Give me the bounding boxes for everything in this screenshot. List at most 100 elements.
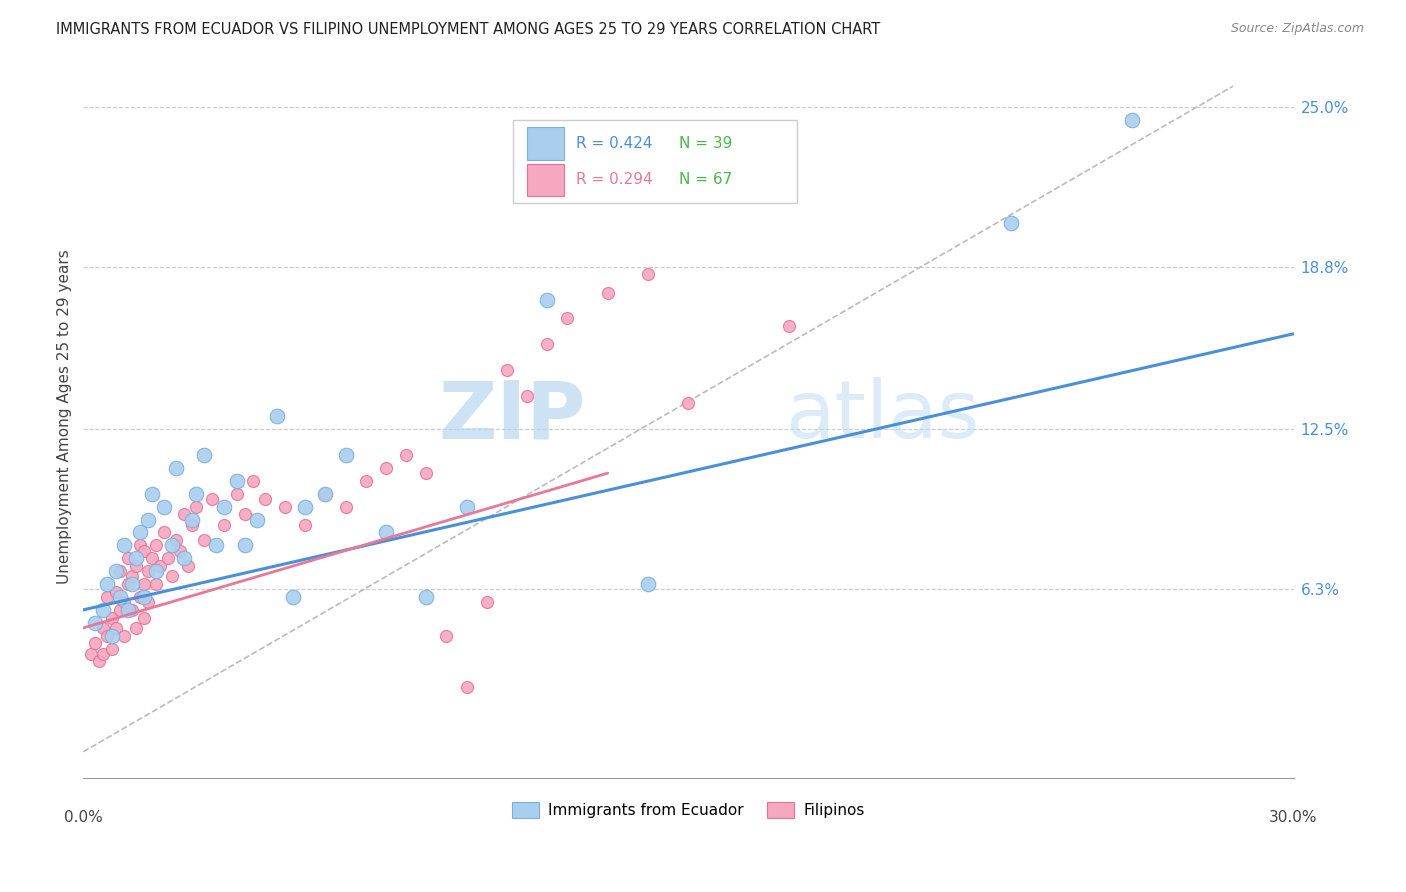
Point bbox=[181, 517, 204, 532]
Point bbox=[132, 590, 155, 604]
Point bbox=[233, 508, 256, 522]
Point bbox=[536, 293, 558, 308]
Point bbox=[121, 603, 143, 617]
Point bbox=[335, 500, 357, 514]
Point bbox=[225, 474, 247, 488]
Point bbox=[536, 337, 558, 351]
Text: 0.0%: 0.0% bbox=[63, 810, 103, 825]
FancyBboxPatch shape bbox=[527, 164, 564, 196]
Text: R = 0.294: R = 0.294 bbox=[576, 172, 652, 187]
Point bbox=[141, 551, 163, 566]
Point bbox=[128, 590, 150, 604]
Text: IMMIGRANTS FROM ECUADOR VS FILIPINO UNEMPLOYMENT AMONG AGES 25 TO 29 YEARS CORRE: IMMIGRANTS FROM ECUADOR VS FILIPINO UNEM… bbox=[56, 22, 880, 37]
Point bbox=[125, 551, 148, 566]
Point bbox=[96, 577, 118, 591]
Point bbox=[1121, 112, 1143, 127]
Point bbox=[145, 564, 167, 578]
Point bbox=[415, 466, 437, 480]
Point bbox=[354, 474, 377, 488]
Point bbox=[136, 595, 159, 609]
Point bbox=[294, 500, 316, 514]
Point bbox=[93, 621, 115, 635]
Point bbox=[281, 590, 304, 604]
Point bbox=[93, 603, 115, 617]
Point bbox=[136, 564, 159, 578]
Point bbox=[456, 500, 478, 514]
Point bbox=[294, 517, 316, 532]
Point bbox=[153, 500, 176, 514]
Point bbox=[335, 448, 357, 462]
Point bbox=[121, 577, 143, 591]
Point bbox=[121, 569, 143, 583]
Point bbox=[516, 389, 538, 403]
Point bbox=[637, 577, 659, 591]
Point bbox=[496, 363, 519, 377]
Point bbox=[117, 577, 139, 591]
Point bbox=[141, 487, 163, 501]
Point bbox=[149, 559, 172, 574]
Point bbox=[374, 461, 396, 475]
Point bbox=[108, 590, 131, 604]
Point bbox=[128, 538, 150, 552]
Point bbox=[100, 629, 122, 643]
Point bbox=[104, 564, 127, 578]
Point bbox=[225, 487, 247, 501]
Point bbox=[186, 487, 208, 501]
Point bbox=[100, 641, 122, 656]
Point bbox=[596, 285, 619, 300]
Y-axis label: Unemployment Among Ages 25 to 29 years: Unemployment Among Ages 25 to 29 years bbox=[58, 249, 72, 583]
Point bbox=[253, 491, 276, 506]
Point bbox=[117, 551, 139, 566]
Point bbox=[132, 610, 155, 624]
Point bbox=[214, 517, 236, 532]
Point bbox=[177, 559, 200, 574]
Point bbox=[160, 569, 183, 583]
Point bbox=[557, 311, 579, 326]
Text: atlas: atlas bbox=[785, 377, 980, 455]
Point bbox=[132, 577, 155, 591]
Point bbox=[112, 538, 135, 552]
Point bbox=[96, 590, 118, 604]
Point bbox=[181, 512, 204, 526]
Point bbox=[156, 551, 179, 566]
Point bbox=[145, 577, 167, 591]
Point bbox=[201, 491, 224, 506]
Point bbox=[112, 629, 135, 643]
Point bbox=[456, 680, 478, 694]
Point bbox=[169, 543, 191, 558]
Point bbox=[96, 629, 118, 643]
Point bbox=[108, 603, 131, 617]
Point bbox=[125, 621, 148, 635]
FancyBboxPatch shape bbox=[527, 128, 564, 160]
Point bbox=[205, 538, 228, 552]
Point bbox=[242, 474, 264, 488]
Point bbox=[145, 538, 167, 552]
Point bbox=[112, 595, 135, 609]
Point bbox=[125, 559, 148, 574]
Point bbox=[274, 500, 297, 514]
Text: ZIP: ZIP bbox=[439, 377, 585, 455]
Point bbox=[165, 533, 187, 548]
Text: 30.0%: 30.0% bbox=[1270, 810, 1317, 825]
Point bbox=[395, 448, 418, 462]
Point bbox=[117, 603, 139, 617]
Point bbox=[153, 525, 176, 540]
Text: Source: ZipAtlas.com: Source: ZipAtlas.com bbox=[1230, 22, 1364, 36]
FancyBboxPatch shape bbox=[513, 120, 797, 203]
Point bbox=[637, 268, 659, 282]
Point bbox=[778, 319, 800, 334]
Point bbox=[193, 448, 215, 462]
Point bbox=[214, 500, 236, 514]
Point bbox=[165, 461, 187, 475]
Text: N = 67: N = 67 bbox=[679, 172, 733, 187]
Point bbox=[475, 595, 498, 609]
Point bbox=[104, 621, 127, 635]
Point bbox=[173, 551, 195, 566]
Point bbox=[678, 396, 700, 410]
Point bbox=[314, 487, 336, 501]
Point bbox=[104, 584, 127, 599]
Point bbox=[128, 525, 150, 540]
Point bbox=[434, 629, 457, 643]
Point bbox=[93, 647, 115, 661]
Point bbox=[266, 409, 288, 424]
